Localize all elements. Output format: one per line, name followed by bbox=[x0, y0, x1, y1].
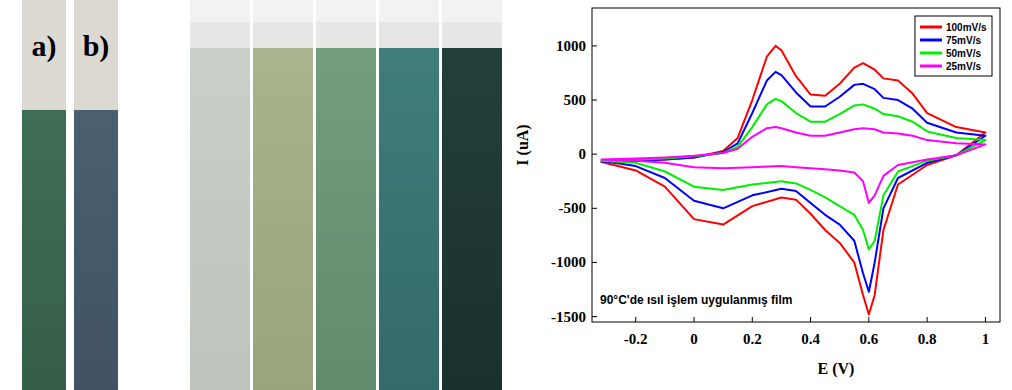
legend-label: 75mV/s bbox=[946, 35, 981, 46]
x-tick bbox=[985, 317, 986, 322]
x-tick-label: 0.4 bbox=[801, 331, 820, 347]
x-tick-label: 0.2 bbox=[743, 331, 762, 347]
y-tick-label: 500 bbox=[564, 92, 587, 108]
legend-swatch bbox=[920, 26, 942, 29]
film-photo-top bbox=[316, 0, 376, 22]
legend-swatch bbox=[920, 39, 942, 42]
x-tick-label: 0 bbox=[690, 331, 698, 347]
legend-label: 100mV/s bbox=[946, 22, 987, 33]
background bbox=[0, 0, 1012, 390]
photo-background bbox=[74, 0, 118, 110]
y-tick-label: -1000 bbox=[551, 254, 586, 270]
plot-frame bbox=[592, 8, 1000, 322]
film-photo-top bbox=[442, 0, 502, 22]
film-photo-glass bbox=[316, 0, 376, 390]
y-tick-label: -1500 bbox=[551, 309, 586, 325]
y-tick bbox=[592, 208, 597, 209]
legend-swatch bbox=[920, 52, 942, 55]
film-photo-top bbox=[253, 0, 313, 22]
figure: a) b) -0.2 0 0.2 0.4 0.6 0.8 1 -1500 -1000 -500 0 500… bbox=[0, 0, 1012, 390]
cv-curve bbox=[601, 72, 986, 292]
plot-area bbox=[601, 46, 986, 315]
x-tick bbox=[635, 317, 636, 322]
y-tick bbox=[592, 45, 597, 46]
y-tick-label: 1000 bbox=[556, 38, 586, 54]
legend-box bbox=[915, 16, 992, 76]
photo-background bbox=[22, 0, 66, 110]
film-photo bbox=[74, 110, 118, 390]
x-tick-label: 1 bbox=[982, 331, 990, 347]
photo-label: b) bbox=[83, 29, 110, 63]
film-photo bbox=[379, 48, 439, 390]
cv-curve bbox=[601, 127, 986, 203]
y-tick-label: 0 bbox=[579, 146, 587, 162]
annotation: 90°C'de ısıl işlem uygulanmış film bbox=[600, 293, 792, 307]
x-tick bbox=[752, 317, 753, 322]
legend-label: 25mV/s bbox=[946, 61, 981, 72]
x-axis-title: E (V) bbox=[818, 360, 855, 378]
film-photo-glass bbox=[442, 0, 502, 390]
x-tick bbox=[810, 317, 811, 322]
x-tick bbox=[927, 317, 928, 322]
x-tick-label: -0.2 bbox=[624, 331, 648, 347]
cv-curve bbox=[601, 99, 986, 250]
y-axis-title: I (uA) bbox=[514, 124, 532, 165]
x-tick-label: 0.6 bbox=[859, 331, 878, 347]
y-tick bbox=[592, 316, 597, 317]
film-photo bbox=[22, 110, 66, 390]
film-photo bbox=[190, 48, 250, 390]
x-tick bbox=[868, 317, 869, 322]
film-photo-top bbox=[379, 0, 439, 22]
y-tick bbox=[592, 154, 597, 155]
cv-curve bbox=[601, 46, 986, 315]
legend: 100mV/s 75mV/s 50mV/s 25mV/s bbox=[915, 16, 992, 76]
film-photo bbox=[442, 48, 502, 390]
film-photo-glass bbox=[379, 0, 439, 390]
legend-label: 50mV/s bbox=[946, 48, 981, 59]
y-tick-label: -500 bbox=[559, 200, 587, 216]
x-tick-label: 0.8 bbox=[918, 331, 937, 347]
film-photo-glass bbox=[253, 0, 313, 390]
film-photo bbox=[253, 48, 313, 390]
film-photo-glass bbox=[190, 0, 250, 390]
x-tick bbox=[694, 317, 695, 322]
photo-label: a) bbox=[32, 29, 57, 63]
film-photo bbox=[316, 48, 376, 390]
legend-swatch bbox=[920, 65, 942, 68]
film-photo-top bbox=[190, 0, 250, 22]
y-tick bbox=[592, 100, 597, 101]
y-tick bbox=[592, 262, 597, 263]
